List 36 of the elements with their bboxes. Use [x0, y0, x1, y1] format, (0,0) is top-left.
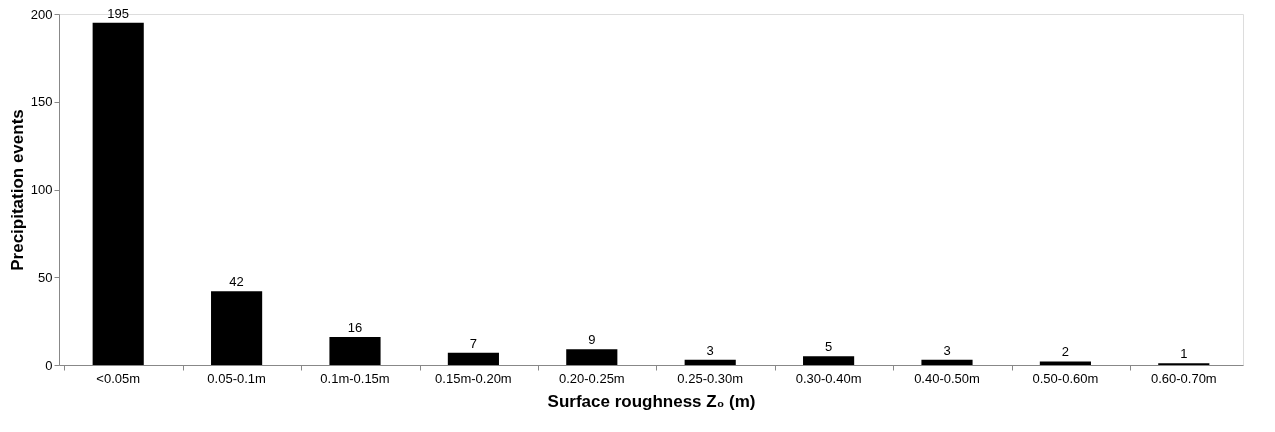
x-tick-label: 0.05-0.1m: [207, 370, 266, 386]
x-tick-label: 0.20-0.25m: [558, 370, 625, 386]
x-axis-title: Surface roughness Z₀ (m): [547, 391, 756, 411]
bar: [566, 349, 618, 365]
y-tick-label: 50: [38, 269, 53, 285]
x-tick-label: 0.30-0.40m: [795, 370, 862, 386]
data-label: 5: [824, 339, 833, 355]
x-tick-label: 0.1m-0.15m: [320, 370, 390, 386]
bar: [447, 352, 499, 365]
bar: [329, 336, 381, 365]
bar: [921, 359, 973, 365]
data-label: 195: [107, 5, 130, 21]
y-tick-label: 200: [30, 6, 53, 22]
y-axis-title: Precipitation events: [7, 109, 27, 271]
bar: [684, 359, 736, 365]
x-tick-label: <0.05m: [96, 370, 141, 386]
x-tick-label: 0.40-0.50m: [914, 370, 980, 386]
data-label: 16: [347, 319, 363, 335]
data-label: 9: [588, 332, 596, 348]
y-tick-label: 150: [30, 94, 53, 110]
y-tick-label: 100: [30, 182, 53, 197]
y-tick-label: 0: [45, 357, 53, 373]
data-label: 3: [706, 342, 714, 358]
x-tick-label: 0.25-0.30m: [677, 370, 744, 386]
x-tick-label: 0.50-0.60m: [1032, 370, 1099, 386]
data-label: 2: [1061, 344, 1070, 360]
bar: [92, 22, 144, 365]
data-label: 42: [229, 274, 244, 290]
bar: [211, 291, 263, 365]
data-label: 3: [943, 342, 951, 358]
x-tick-label: 0.15m-0.20m: [435, 370, 512, 386]
data-label: 7: [469, 335, 478, 351]
bar: [803, 356, 855, 365]
x-tick-label: 0.60-0.70m: [1150, 370, 1217, 386]
data-label: 1: [1180, 346, 1188, 362]
bar: [1039, 361, 1091, 365]
